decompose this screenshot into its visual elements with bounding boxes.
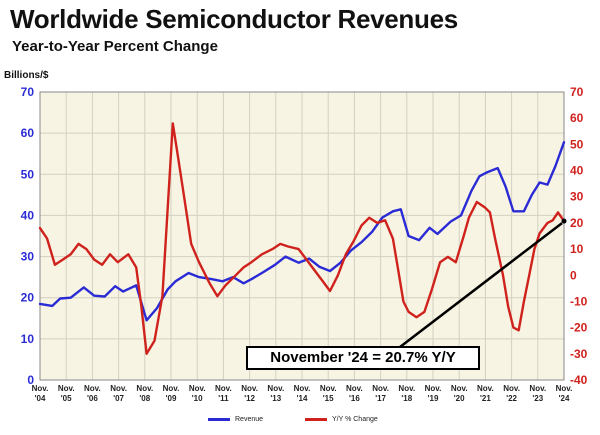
y-right-tick-label: 30 xyxy=(570,190,584,204)
x-tick-label: Nov. '14 xyxy=(294,384,311,403)
y-left-tick-label: 20 xyxy=(21,291,35,305)
y-right-tick-label: 70 xyxy=(570,85,584,99)
x-tick-label: Nov. '17 xyxy=(372,384,389,403)
legend-label-yoy: Y/Y % Change xyxy=(331,416,378,423)
x-tick-label: Nov. '16 xyxy=(346,384,363,403)
annotation-pointer-line xyxy=(399,222,563,348)
x-tick-label: Nov. '21 xyxy=(477,384,494,403)
y-right-tick-label: 40 xyxy=(570,164,584,178)
y-right-tick-label: 0 xyxy=(570,268,577,282)
y-right-tick-label: 50 xyxy=(570,137,584,151)
x-tick-label: Nov. '19 xyxy=(425,384,442,403)
series-line-revenue xyxy=(38,141,566,322)
y-right-tick-label: -10 xyxy=(570,294,588,308)
x-tick-label: Nov. '11 xyxy=(215,384,232,403)
legend: Revenue Y/Y % Change xyxy=(208,416,418,423)
y-left-axis-label: Billions/$ xyxy=(4,70,49,81)
annotation-callout: November '24 = 20.7% Y/Y xyxy=(246,346,480,370)
legend-label-revenue: Revenue xyxy=(235,416,264,423)
x-tick-label: Nov. '08 xyxy=(136,384,153,403)
x-tick-label: Nov. '18 xyxy=(398,384,415,403)
x-tick-label: Nov. '20 xyxy=(451,384,468,403)
legend-item-yoy: Y/Y % Change xyxy=(304,416,378,423)
series-line-y-y-change xyxy=(38,122,566,355)
x-tick-label: Nov. '15 xyxy=(320,384,337,403)
x-tick-label: Nov. '06 xyxy=(84,384,101,403)
annotation-point-marker xyxy=(561,218,567,224)
y-left-tick-label: 0 xyxy=(27,373,34,387)
y-left-tick-label: 60 xyxy=(21,126,35,140)
y-left-tick-label: 70 xyxy=(21,85,35,99)
x-tick-label: Nov. '22 xyxy=(503,384,520,403)
x-tick-label: Nov. '07 xyxy=(110,384,127,403)
y-left-tick-label: 10 xyxy=(21,332,35,346)
legend-swatch-yoy xyxy=(304,417,327,421)
x-tick-label: Nov. '13 xyxy=(267,384,284,403)
x-tick-label: Nov. '23 xyxy=(529,384,546,403)
y-right-tick-label: 20 xyxy=(570,216,584,230)
x-tick-label: Nov. '24 xyxy=(556,384,573,403)
y-left-tick-label: 50 xyxy=(21,167,35,181)
chart-title: Worldwide Semiconductor Revenues xyxy=(10,4,458,34)
x-tick-label: Nov. '09 xyxy=(163,384,180,403)
y-right-tick-label: -30 xyxy=(570,347,588,361)
y-right-tick-label: 60 xyxy=(570,111,584,125)
plot-border xyxy=(39,91,565,381)
x-tick-label: Nov. '04 xyxy=(32,384,49,403)
legend-swatch-revenue xyxy=(208,417,230,421)
y-left-tick-label: 30 xyxy=(21,250,35,264)
legend-item-revenue: Revenue xyxy=(208,416,263,423)
x-tick-label: Nov. '10 xyxy=(189,384,206,403)
y-right-tick-label: 10 xyxy=(570,242,584,256)
y-right-tick-label: -40 xyxy=(570,373,588,387)
chart-subtitle: Year-to-Year Percent Change xyxy=(12,38,218,55)
x-tick-label: Nov. '12 xyxy=(241,384,258,403)
x-tick-label: Nov. '05 xyxy=(58,384,75,403)
y-left-tick-label: 40 xyxy=(21,208,35,222)
y-right-tick-label: -20 xyxy=(570,321,588,335)
